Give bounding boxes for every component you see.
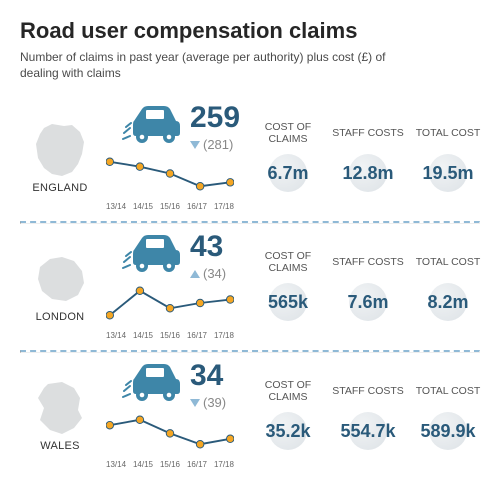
region-map-icon <box>34 122 86 178</box>
cost-heading: TOTAL COST <box>410 121 486 145</box>
costs-group: COST OF CLAIMS 35.2k STAFF COSTS 554.7k … <box>250 379 486 453</box>
cost-heading: COST OF CLAIMS <box>250 121 326 145</box>
cost-value: 554.7k <box>340 421 395 442</box>
car-crash-icon <box>122 361 182 410</box>
claims-chart-col: 259 (281) 13/14 14/15 15/16 16/17 17/18 <box>100 95 250 221</box>
region-col: WALES <box>20 380 100 452</box>
cost-value-wrap: 35.2k <box>250 409 326 453</box>
cost-heading: TOTAL COST <box>410 250 486 274</box>
spark-x-tick: 17/18 <box>214 460 234 469</box>
costs-group: COST OF CLAIMS 6.7m STAFF COSTS 12.8m TO… <box>250 121 486 195</box>
cost-value: 12.8m <box>342 163 393 184</box>
cost-value-wrap: 8.2m <box>410 280 486 324</box>
region-row: LONDON 43 (34) 13/14 14/15 15/16 16/17 17/18… <box>20 224 480 350</box>
claims-prev: (39) <box>190 395 226 410</box>
spark-x-tick: 14/15 <box>133 331 153 340</box>
cost-cell: COST OF CLAIMS 565k <box>250 250 326 324</box>
region-map-icon <box>34 251 86 307</box>
spark-x-tick: 13/14 <box>106 331 126 340</box>
claims-sparkline <box>106 285 234 326</box>
cost-value: 35.2k <box>265 421 310 442</box>
page-title: Road user compensation claims <box>20 18 480 44</box>
claims-sparkline <box>106 414 234 455</box>
region-row: WALES 34 (39) 13/1414/1515/1616/1717/18 … <box>20 353 480 479</box>
region-label: ENGLAND <box>32 182 87 194</box>
claims-value: 43 <box>190 230 223 264</box>
cost-heading: STAFF COSTS <box>330 379 406 403</box>
car-crash-icon <box>122 103 182 152</box>
claims-prev-value: (39) <box>203 395 226 410</box>
spark-x-tick: 16/17 <box>187 460 207 469</box>
spark-x-tick: 15/16 <box>160 460 180 469</box>
cost-value: 8.2m <box>427 292 468 313</box>
cost-heading: STAFF COSTS <box>330 250 406 274</box>
spark-x-axis: 13/14 14/15 15/16 16/17 17/18 <box>106 202 234 211</box>
cost-value: 19.5m <box>422 163 473 184</box>
cost-value: 589.9k <box>420 421 475 442</box>
cost-cell: TOTAL COST 8.2m <box>410 250 486 324</box>
claims-value: 34 <box>190 359 223 393</box>
cost-value-wrap: 589.9k <box>410 409 486 453</box>
spark-x-tick: 17/18 <box>214 202 234 211</box>
cost-heading: COST OF CLAIMS <box>250 250 326 274</box>
cost-heading: COST OF CLAIMS <box>250 379 326 403</box>
spark-x-axis: 13/14 14/15 15/16 16/17 17/18 <box>106 460 234 469</box>
spark-x-tick: 16/17 <box>187 202 207 211</box>
region-label: WALES <box>40 440 80 452</box>
spark-x-tick: 13/14 <box>106 202 126 211</box>
region-row: ENGLAND 259 (281) 13/14 14/15 15/16 16/17 17… <box>20 95 480 221</box>
region-label: LONDON <box>36 311 85 323</box>
region-col: LONDON <box>20 251 100 323</box>
cost-value-wrap: 19.5m <box>410 151 486 195</box>
claims-prev-value: (34) <box>203 266 226 281</box>
spark-x-tick: 14/15 <box>133 202 153 211</box>
spark-x-axis: 13/14 14/15 15/16 16/17 17/18 <box>106 331 234 340</box>
claims-prev: (281) <box>190 137 233 152</box>
cost-cell: TOTAL COST 19.5m <box>410 121 486 195</box>
spark-x-tick: 15/16 <box>160 202 180 211</box>
spark-x-tick: 13/14 <box>106 460 126 469</box>
spark-x-tick: 16/17 <box>187 331 207 340</box>
cost-value-wrap: 6.7m <box>250 151 326 195</box>
region-map-icon <box>34 380 86 436</box>
regions-container: ENGLAND 259 (281) 13/14 14/15 15/16 16/17 17… <box>20 95 480 479</box>
cost-heading: TOTAL COST <box>410 379 486 403</box>
spark-x-tick: 17/18 <box>214 331 234 340</box>
cost-cell: STAFF COSTS 12.8m <box>330 121 406 195</box>
cost-cell: COST OF CLAIMS 6.7m <box>250 121 326 195</box>
claims-chart-col: 43 (34) 13/14 14/15 15/16 16/17 17/18 <box>100 224 250 350</box>
claims-sparkline <box>106 156 234 197</box>
spark-x-tick: 15/16 <box>160 331 180 340</box>
car-crash-icon <box>122 232 182 281</box>
trend-down-icon <box>190 141 200 149</box>
cost-value-wrap: 565k <box>250 280 326 324</box>
trend-down-icon <box>190 399 200 407</box>
claims-chart-col: 34 (39) 13/14 14/15 15/16 16/17 17/18 <box>100 353 250 479</box>
cost-value: 565k <box>268 292 308 313</box>
cost-cell: TOTAL COST 589.9k <box>410 379 486 453</box>
cost-cell: STAFF COSTS 7.6m <box>330 250 406 324</box>
page-subtitle: Number of claims in past year (average p… <box>20 50 400 81</box>
cost-cell: COST OF CLAIMS 35.2k <box>250 379 326 453</box>
trend-up-icon <box>190 270 200 278</box>
cost-cell: STAFF COSTS 554.7k <box>330 379 406 453</box>
cost-value-wrap: 12.8m <box>330 151 406 195</box>
cost-heading: STAFF COSTS <box>330 121 406 145</box>
costs-group: COST OF CLAIMS 565k STAFF COSTS 7.6m TOT… <box>250 250 486 324</box>
cost-value-wrap: 554.7k <box>330 409 406 453</box>
cost-value-wrap: 7.6m <box>330 280 406 324</box>
claims-value: 259 <box>190 101 240 135</box>
claims-prev: (34) <box>190 266 226 281</box>
cost-value: 7.6m <box>347 292 388 313</box>
cost-value: 6.7m <box>267 163 308 184</box>
claims-prev-value: (281) <box>203 137 233 152</box>
region-col: ENGLAND <box>20 122 100 194</box>
spark-x-tick: 14/15 <box>133 460 153 469</box>
